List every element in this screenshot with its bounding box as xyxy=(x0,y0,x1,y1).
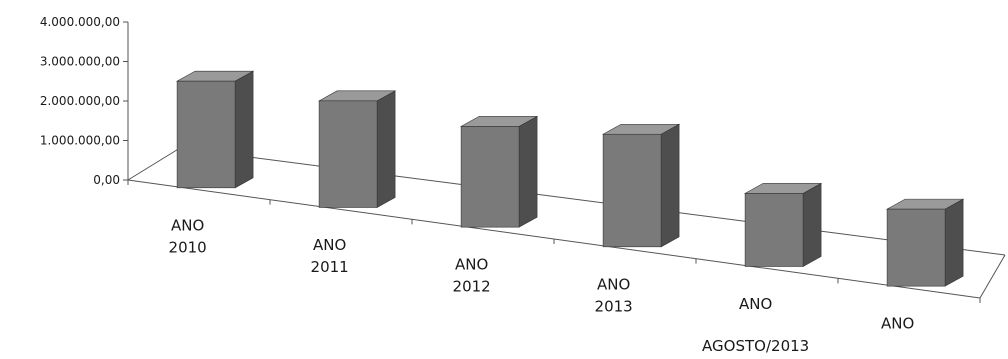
x-category-label-line: ANO xyxy=(881,315,914,333)
x-category-label: ANO AGOSTO/2013 xyxy=(702,295,809,355)
bar-front-face xyxy=(744,193,804,267)
bar-front-face xyxy=(602,133,662,248)
bar-front-face xyxy=(460,126,520,228)
bar-side-face xyxy=(944,198,964,287)
x-category-label-line: AGOSTO/2014 xyxy=(844,357,951,359)
x-category-label: ANO 2013 xyxy=(595,275,633,315)
x-category-label-line: AGOSTO/2013 xyxy=(702,337,809,355)
bar-side-face xyxy=(376,90,396,208)
x-category-label-line: ANO xyxy=(739,295,772,313)
bar-front-face xyxy=(318,100,378,208)
x-category-label: ANO 2012 xyxy=(453,256,491,296)
bar-front-face xyxy=(176,80,236,189)
x-axis-category-labels: ANO 2010 ANO 2011 ANO 2012 ANO 2013 ANO AGOSTO/20… xyxy=(169,216,952,359)
y-tick-label: 4.000.000,00 xyxy=(40,15,120,29)
x-category-label-line: ANO xyxy=(455,256,488,274)
y-tick-label: 0,00 xyxy=(93,173,120,187)
floor-right-edge xyxy=(979,254,1006,299)
bar xyxy=(175,70,255,189)
x-category-label-line: ANO xyxy=(597,275,630,293)
y-tick-label: 2.000.000,00 xyxy=(40,94,120,108)
x-category-label-line: 2012 xyxy=(453,278,491,296)
x-category-label-line: 2013 xyxy=(595,297,633,315)
bar-front-face xyxy=(886,208,946,287)
bar-side-face xyxy=(518,115,538,228)
x-category-label: ANO 2011 xyxy=(311,236,349,276)
bar xyxy=(601,123,681,248)
bars xyxy=(175,70,965,287)
x-category-label: ANO AGOSTO/2014 xyxy=(844,315,951,359)
bar xyxy=(317,90,397,208)
bar xyxy=(885,198,965,287)
bar xyxy=(459,115,539,228)
x-category-label-line: ANO xyxy=(313,236,346,254)
bar-side-face xyxy=(660,123,680,248)
chart-axes xyxy=(123,21,1006,303)
bar-side-face xyxy=(234,70,254,189)
y-axis-tick-labels: 4.000.000,00 3.000.000,00 2.000.000,00 1.00… xyxy=(40,15,120,187)
x-category-label-line: ANO xyxy=(171,216,204,234)
y-tick-label: 3.000.000,00 xyxy=(40,55,120,69)
floor-left-edge xyxy=(127,147,181,181)
x-category-label-line: 2011 xyxy=(311,258,349,276)
bar-side-face xyxy=(802,182,822,267)
bar xyxy=(743,182,823,267)
y-tick-label: 1.000.000,00 xyxy=(40,134,120,148)
x-category-label-line: 2010 xyxy=(169,238,207,256)
floor-back-edge xyxy=(179,147,1006,256)
x-category-label: ANO 2010 xyxy=(169,216,207,256)
